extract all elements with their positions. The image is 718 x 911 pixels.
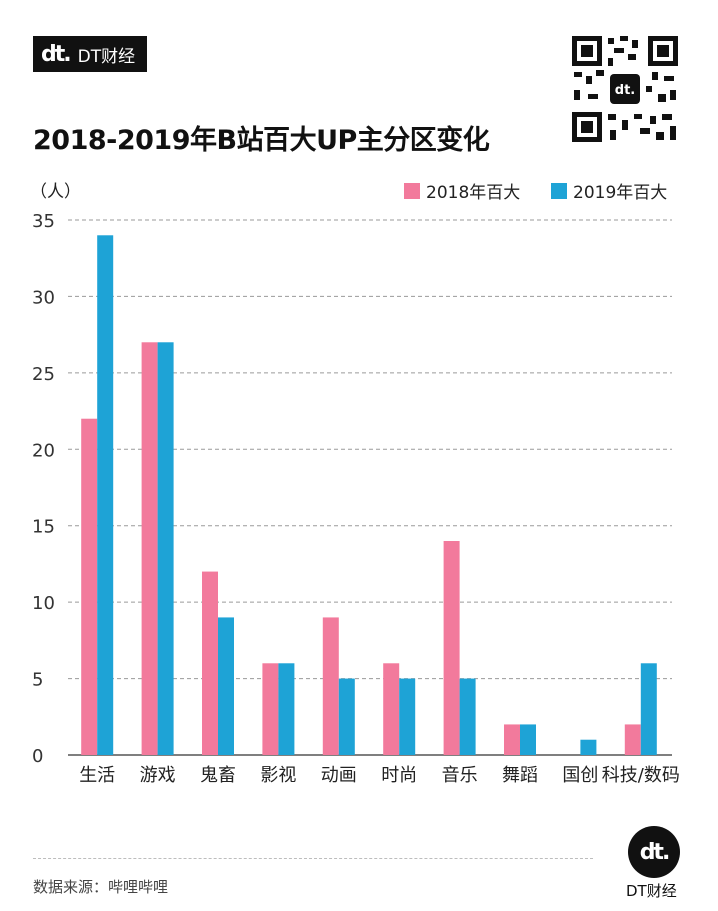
x-tick-label: 舞蹈 bbox=[502, 765, 538, 786]
bar-2018 bbox=[202, 571, 218, 755]
legend: 2019年百大 bbox=[551, 178, 667, 203]
qr-code-icon: dt. bbox=[570, 34, 680, 144]
bar-2018 bbox=[504, 724, 520, 755]
x-tick-label: 时尚 bbox=[381, 765, 417, 786]
x-tick-label: 鬼畜 bbox=[200, 765, 236, 786]
svg-text:dt.: dt. bbox=[615, 83, 635, 98]
y-tick-label: 15 bbox=[32, 517, 55, 538]
legend-label-2019: 2019年百大 bbox=[573, 183, 668, 203]
y-tick-label: 35 bbox=[32, 211, 55, 232]
bar-2019 bbox=[338, 678, 355, 755]
x-tick-label: 科技/数码 bbox=[602, 765, 680, 786]
bar-2019 bbox=[218, 617, 234, 755]
bar-2018 bbox=[322, 617, 339, 755]
footer-divider bbox=[33, 858, 593, 859]
bar-2018 bbox=[141, 342, 158, 755]
bar-2019 bbox=[278, 663, 295, 755]
x-tick-label: 动画 bbox=[321, 765, 357, 786]
x-tick-label: 生活 bbox=[79, 765, 115, 786]
bar-2018 bbox=[262, 663, 279, 755]
bar-2019 bbox=[459, 678, 476, 755]
brand-name: DT财经 bbox=[77, 46, 136, 67]
bar-2019 bbox=[97, 235, 114, 756]
y-tick-label: 25 bbox=[32, 364, 55, 385]
x-tick-label: 影视 bbox=[260, 765, 296, 786]
footer-logo-icon: dt. bbox=[628, 826, 680, 878]
bar-2018 bbox=[383, 663, 400, 755]
bar-2018 bbox=[624, 724, 641, 755]
brand-logo: dt. DT财经 bbox=[33, 36, 148, 72]
legend: 2018年百大 bbox=[404, 178, 520, 203]
y-axis-unit: （人） bbox=[30, 182, 81, 202]
bar-2019 bbox=[640, 663, 657, 755]
bar-chart: 0 5 10 15 20 25 30 35 生活 游戏 鬼畜 影视 动画 时尚 音乐 舞蹈 国创 科技/数码 bbox=[32, 211, 680, 786]
bar-2019 bbox=[520, 724, 536, 755]
brand-logo-mark: dt. bbox=[41, 41, 72, 67]
bar-2019 bbox=[399, 678, 416, 755]
bar-2019 bbox=[580, 739, 597, 755]
legend-label-2018: 2018年百大 bbox=[426, 183, 521, 203]
x-tick-label: 游戏 bbox=[140, 765, 176, 786]
x-tick-label: 音乐 bbox=[442, 765, 478, 786]
y-tick-label: 10 bbox=[32, 593, 55, 614]
footer-brand-name: DT财经 bbox=[626, 882, 677, 900]
y-tick-label: 30 bbox=[32, 287, 55, 308]
data-source: 数据来源：哔哩哔哩 bbox=[33, 878, 169, 896]
y-tick-label: 5 bbox=[32, 670, 43, 691]
bar-2018 bbox=[81, 418, 98, 755]
bar-2019 bbox=[157, 342, 174, 755]
chart-title: 2018-2019年B站百大UP主分区变化 bbox=[33, 125, 490, 156]
bar-2018 bbox=[443, 541, 460, 755]
legend-swatch-2019 bbox=[551, 182, 567, 199]
y-tick-label: 0 bbox=[32, 746, 43, 767]
y-tick-label: 20 bbox=[32, 440, 55, 461]
legend-swatch-2018 bbox=[404, 182, 420, 199]
x-tick-label: 国创 bbox=[562, 765, 598, 786]
